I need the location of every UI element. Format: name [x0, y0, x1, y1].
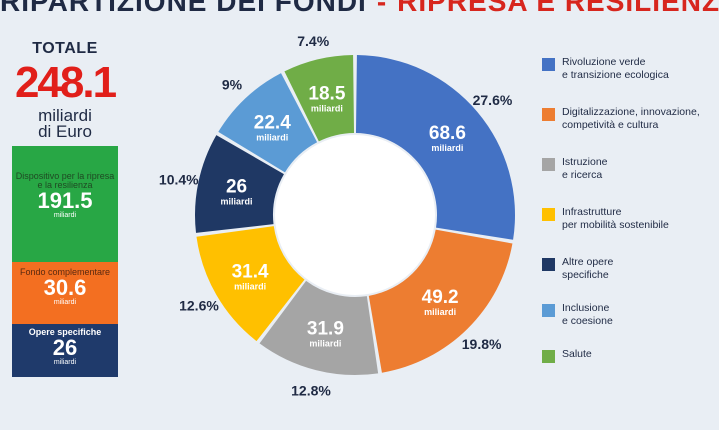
slice-value-label: 31.9 [307, 318, 344, 339]
breakdown-unit: miliardi [53, 212, 77, 219]
slice-percent-label: 9% [222, 77, 243, 93]
donut-hole [275, 135, 435, 295]
slice-unit-label: miliardi [256, 133, 288, 143]
legend-label-line1: Salute [562, 348, 592, 360]
legend-label-line1: Digitalizzazione, innovazione, [562, 106, 700, 118]
slice-percent-label: 12.6% [179, 298, 219, 314]
slice-percent-label: 10.4% [159, 171, 199, 187]
slice-unit-label: miliardi [424, 307, 456, 317]
breakdown-value: 26 [52, 335, 78, 360]
breakdown-block-opere: Opere specifiche 26 miliardi [12, 324, 118, 377]
breakdown-unit: miliardi [53, 299, 77, 306]
legend-label: Digitalizzazione, innovazione, competivit… [562, 106, 717, 132]
legend-label-line2: specifiche [562, 269, 609, 281]
legend-swatch [542, 304, 555, 317]
breakdown-label: Opere specifiche [28, 327, 102, 337]
slice-value-label: 22.4 [254, 113, 291, 134]
legend-label: Istruzione e ricerca [562, 156, 717, 182]
legend-label-line2: e transizione ecologica [562, 69, 669, 81]
donut-chart: 68.6miliardi27.6%49.2miliardi19.8%31.9mi… [159, 33, 515, 399]
legend-label-line2: competività e cultura [562, 119, 659, 131]
breakdown-value: 191.5 [37, 188, 93, 213]
slice-value-label: 26 [226, 176, 247, 197]
donut-slice [355, 55, 515, 240]
legend-swatch [542, 58, 555, 71]
donut-slice [218, 73, 318, 173]
legend-label-line1: Istruzione [562, 156, 608, 168]
legend-label: Altre opere specifiche [562, 256, 717, 282]
funding-breakdown-stack: Dispositivo per la ripresa e la resilien… [12, 146, 118, 411]
slice-value-label: 68.6 [429, 123, 466, 144]
legend-swatch [542, 350, 555, 363]
legend-label-line2: e coesione [562, 315, 613, 327]
breakdown-block-rrf: Dispositivo per la ripresa e la resilien… [12, 146, 118, 262]
slice-value-label: 49.2 [422, 287, 459, 308]
legend-label-line1: Rivoluzione verde [562, 56, 646, 68]
slice-unit-label: miliardi [311, 103, 343, 113]
donut-slice [196, 226, 305, 342]
breakdown-label: Fondo complementare [19, 267, 111, 277]
legend-label: Infrastrutture per mobilità sostenibile [562, 206, 717, 232]
legend-label-line2: per mobilità sostenibile [562, 219, 669, 231]
slice-value-label: 18.5 [308, 83, 345, 104]
slice-unit-label: miliardi [309, 338, 341, 348]
page-title: RIPARTIZIONE DEI FONDI - RIPRESA E RESILIE… [0, 0, 719, 17]
totals-panel: TOTALE 248.1 miliardi di Euro Dispositiv… [0, 36, 140, 430]
breakdown-value: 30.6 [43, 275, 87, 300]
breakdown-unit: miliardi [53, 359, 77, 366]
legend-label: Rivoluzione verde e transizione ecologica [562, 56, 717, 82]
breakdown-block-fondo: Fondo complementare 30.6 miliardi [12, 262, 118, 324]
legend-swatch [542, 258, 555, 271]
totale-unit: miliardi di Euro [0, 106, 130, 141]
breakdown-label: Dispositivo per la ripresa e la resilien… [15, 171, 115, 190]
totale-unit-line1: miliardi [38, 106, 92, 125]
legend-swatch [542, 208, 555, 221]
donut-slice [259, 280, 379, 375]
legend-label: Inclusione e coesione [562, 302, 717, 328]
slice-unit-label: miliardi [431, 143, 463, 153]
slice-percent-label: 19.8% [462, 336, 502, 352]
legend-swatch [542, 158, 555, 171]
totale-value: 248.1 [14, 58, 117, 107]
legend-label-line1: Infrastrutture [562, 206, 622, 218]
legend-swatch [542, 108, 555, 121]
title-part-1: RIPARTIZIONE DEI FONDI [0, 0, 367, 17]
totale-unit-line2: di Euro [38, 122, 92, 141]
legend-label: Salute [562, 348, 717, 361]
totale-label: TOTALE [32, 40, 98, 57]
legend-label-line1: Inclusione [562, 302, 610, 314]
slice-unit-label: miliardi [221, 196, 253, 206]
slice-percent-label: 7.4% [297, 33, 329, 49]
donut-slice [368, 229, 513, 373]
legend-label-line1: Altre opere [562, 256, 614, 268]
slice-percent-label: 12.8% [291, 383, 331, 399]
legend-label-line2: e ricerca [562, 169, 603, 181]
slice-value-label: 31.4 [232, 261, 269, 282]
donut-slice [195, 135, 284, 233]
slice-unit-label: miliardi [234, 281, 266, 291]
title-part-2: RIPRESA E RESILIENZA [397, 0, 719, 17]
donut-slice [284, 55, 355, 142]
title-separator: - [376, 0, 388, 17]
slice-percent-label: 27.6% [473, 92, 513, 108]
